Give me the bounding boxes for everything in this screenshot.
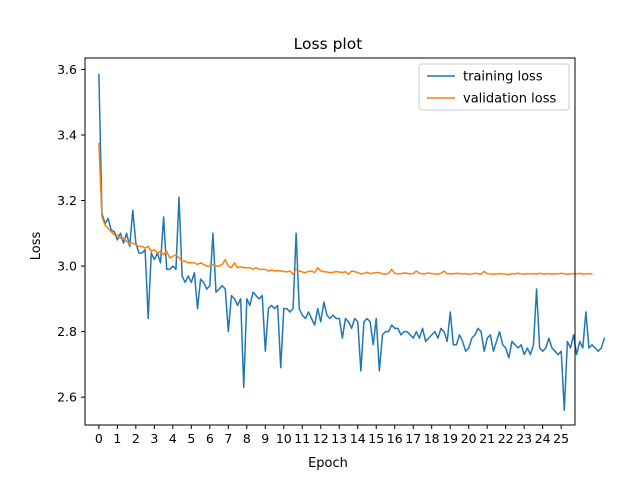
x-tick-label: 10 <box>276 431 292 446</box>
x-axis: 0 1 2 3 4 5 6 7 8 9 10 11 12 13 14 15 16 17 18 19 20 21 22 23 24… <box>95 425 569 446</box>
y-tick-label: 3.4 <box>57 128 77 143</box>
x-tick-label: 19 <box>442 431 458 446</box>
series-layer <box>98 73 606 411</box>
x-tick-label: 25 <box>553 431 569 446</box>
x-tick-label: 14 <box>350 431 366 446</box>
x-tick-label: 7 <box>224 431 232 446</box>
x-tick-label: 5 <box>187 431 195 446</box>
legend: training loss validation loss <box>418 63 570 111</box>
x-tick-label: 11 <box>294 431 310 446</box>
x-tick-label: 12 <box>313 431 329 446</box>
series-line-validation-loss <box>98 142 593 276</box>
x-tick-label: 20 <box>461 431 477 446</box>
x-tick-label: 15 <box>368 431 384 446</box>
chart-title: Loss plot <box>294 35 363 53</box>
y-tick-label: 2.6 <box>57 390 77 405</box>
x-tick-label: 6 <box>206 431 214 446</box>
y-axis-title: Loss <box>29 232 44 261</box>
legend-box <box>418 63 570 111</box>
legend-label-training-loss: training loss <box>463 70 543 85</box>
x-tick-label: 18 <box>424 431 440 446</box>
x-tick-label: 16 <box>387 431 403 446</box>
y-tick-label: 3.0 <box>57 259 77 274</box>
x-tick-label: 24 <box>535 431 551 446</box>
series-line-training-loss <box>98 73 606 411</box>
y-tick-label: 3.6 <box>57 62 77 77</box>
x-tick-label: 4 <box>169 431 177 446</box>
x-tick-label: 23 <box>516 431 532 446</box>
x-tick-label: 9 <box>261 431 269 446</box>
x-tick-label: 8 <box>243 431 251 446</box>
x-tick-label: 1 <box>113 431 121 446</box>
x-tick-label: 17 <box>405 431 421 446</box>
x-tick-label: 22 <box>498 431 514 446</box>
legend-label-validation-loss: validation loss <box>463 92 556 107</box>
y-tick-label: 2.8 <box>57 324 77 339</box>
plot-frame <box>84 57 576 426</box>
x-tick-label: 13 <box>331 431 347 446</box>
x-tick-label: 3 <box>150 431 158 446</box>
x-axis-title: Epoch <box>308 456 348 471</box>
x-tick-label: 0 <box>95 431 103 446</box>
x-tick-label: 2 <box>132 431 140 446</box>
y-axis: 2.6 2.8 3.0 3.2 3.4 3.6 <box>57 62 85 405</box>
legend-items: training loss validation loss <box>427 70 556 107</box>
y-tick-label: 3.2 <box>57 193 77 208</box>
plot-area <box>84 57 606 426</box>
x-tick-label: 21 <box>479 431 495 446</box>
